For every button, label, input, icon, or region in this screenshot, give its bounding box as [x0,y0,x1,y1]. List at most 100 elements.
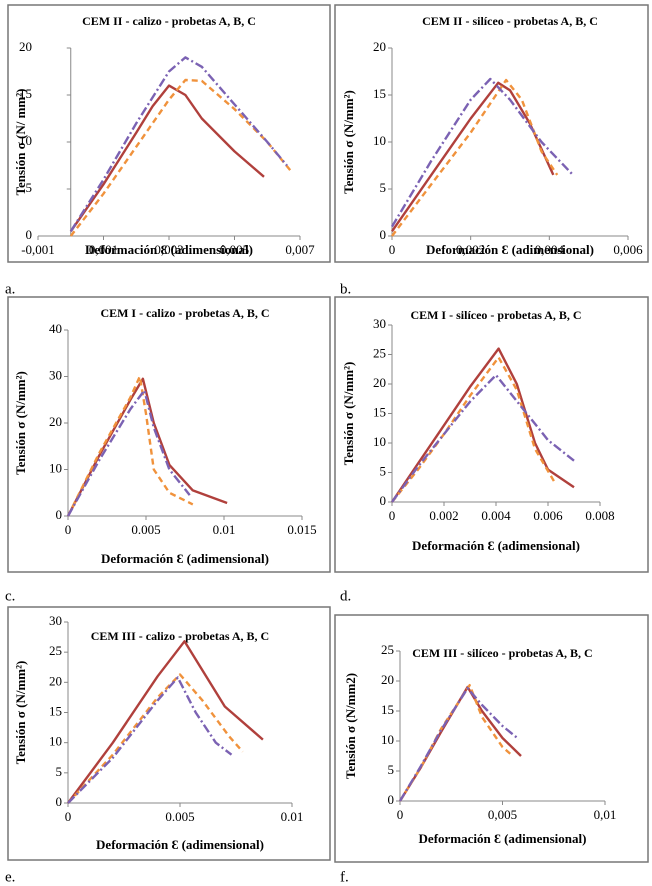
panel-caption: c. [5,588,15,604]
y-tick-label: 0 [26,227,33,242]
y-tick-label: 30 [49,367,62,382]
y-tick-label: 5 [26,180,33,195]
series-line [69,84,265,232]
x-tick-label: 0,007 [285,242,315,257]
y-axis-label: Tensión σ (N/mm²) [13,371,28,475]
panel-caption: e. [5,869,15,885]
chart-title: CEM III - calizo - probetas A, B, C [91,629,269,643]
y-tick-label: 20 [49,673,62,688]
x-tick-label: 0,003 [154,242,183,257]
y-tick-label: 20 [381,672,394,687]
x-axis-label: Deformación Ɛ (adimensional) [426,242,594,257]
y-axis-label: Tensión σ (N/mm²) [341,90,356,194]
x-tick-label: 0,001 [89,242,118,257]
x-tick-label: 0,002 [456,242,485,257]
chart-title: CEM III - silíceo - probetas A, B, C [412,646,592,660]
y-tick-label: 25 [373,345,386,360]
y-tick-label: 15 [373,404,386,419]
panel-frame [7,296,331,573]
series-line [67,673,244,804]
x-axis-label: Deformación Ɛ (adimensional) [85,242,253,257]
series-line [66,375,194,517]
y-tick-label: 10 [373,133,386,148]
y-tick-label: 20 [19,39,32,54]
x-tick-label: 0.005 [131,522,160,537]
x-tick-label: 0,005 [220,242,249,257]
y-tick-label: 40 [49,321,62,336]
series-line [66,377,228,517]
chart-title: CEM II - silíceo - probetas A, B, C [422,14,598,28]
series-line [69,56,288,232]
x-tick-label: 0.008 [585,508,614,523]
x-axis-label: Deformación Ɛ (adimensional) [101,551,269,566]
series-line [391,81,555,232]
chart-title: CEM II - calizo - probetas A, B, C [82,14,256,28]
x-tick-label: 0,005 [488,807,517,822]
x-tick-label: 0.002 [429,508,458,523]
panel-caption: f. [340,869,349,885]
y-axis-label: Tensión σ (N/mm2) [343,673,358,779]
x-tick-label: 0.004 [481,508,511,523]
y-tick-label: 20 [49,414,62,429]
panel-frame [334,614,649,863]
series-line [67,640,264,804]
y-tick-label: 15 [373,86,386,101]
chart-title: CEM I - silíceo - probetas A, B, C [410,308,581,322]
y-axis-label: Tensión σ (N/mm²) [13,661,28,765]
series-line [398,687,520,802]
panel-caption: b. [340,281,351,297]
y-tick-label: 25 [49,643,62,658]
y-tick-label: 20 [373,39,386,54]
y-tick-label: 30 [49,613,62,628]
x-tick-label: 0 [389,242,396,257]
y-tick-label: 15 [19,86,32,101]
x-tick-label: 0,004 [535,242,565,257]
series-line [67,676,233,804]
series-line [391,373,575,503]
x-tick-label: 0 [389,508,396,523]
panel-frame [334,4,649,263]
series-line [398,685,522,802]
y-axis-label: Tensión σ (N/mm²) [341,362,356,466]
y-tick-label: 0 [380,493,387,508]
y-tick-label: 10 [381,732,394,747]
x-tick-label: 0.01 [281,809,304,824]
x-tick-label: 0.006 [533,508,563,523]
x-tick-label: -0,001 [21,242,55,257]
series-line [398,684,514,802]
y-tick-label: 5 [380,180,387,195]
y-tick-label: 0 [56,507,63,522]
y-tick-label: 5 [388,762,395,777]
panel-caption: a. [5,281,15,297]
y-tick-label: 15 [381,702,394,717]
series-line [66,389,191,517]
y-tick-label: 0 [388,792,395,807]
series-line [390,77,574,228]
y-axis-label: Tensión σ (N/ mm²) [13,89,28,196]
y-tick-label: 0 [380,227,387,242]
x-tick-label: 0 [397,807,404,822]
panel-frame [7,4,331,263]
series-line [391,78,559,237]
x-tick-label: 0.015 [287,522,316,537]
y-tick-label: 25 [381,642,394,657]
series-line [391,356,557,503]
y-tick-label: 20 [373,375,386,390]
x-axis-label: Deformación Ɛ (adimensional) [419,831,587,846]
x-tick-label: 0.005 [165,809,194,824]
x-tick-label: 0,006 [613,242,643,257]
panel-frame [334,296,649,573]
y-tick-label: 0 [56,794,63,809]
y-tick-label: 10 [49,460,62,475]
y-tick-label: 30 [373,316,386,331]
x-axis-label: Deformación Ɛ (adimensional) [412,538,580,553]
x-tick-label: 0 [65,522,72,537]
x-axis-label: Deformación Ɛ (adimensional) [96,837,264,852]
y-tick-label: 10 [373,434,386,449]
series-line [391,347,575,503]
y-tick-label: 5 [56,764,63,779]
y-tick-label: 15 [49,703,62,718]
y-tick-label: 10 [49,734,62,749]
x-tick-label: 0 [65,809,72,824]
